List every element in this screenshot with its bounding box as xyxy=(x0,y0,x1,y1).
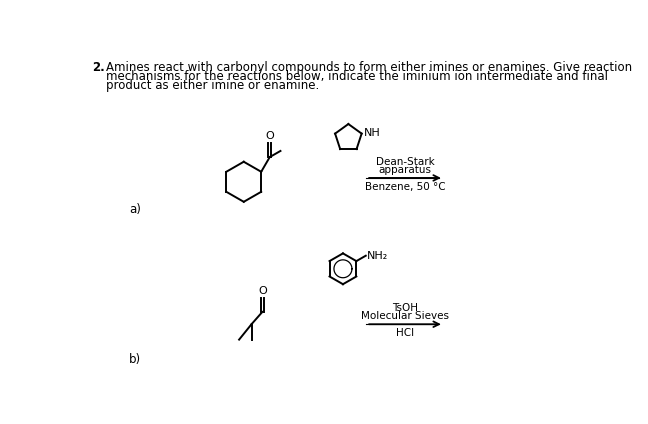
Text: Molecular Sieves: Molecular Sieves xyxy=(361,311,449,321)
Text: mechanisms for the reactions below, indicate the iminium ion intermediate and fi: mechanisms for the reactions below, indi… xyxy=(106,70,608,83)
Text: NH: NH xyxy=(364,128,381,138)
Text: b): b) xyxy=(129,354,141,366)
Text: O: O xyxy=(265,131,274,141)
Text: TsOH: TsOH xyxy=(392,304,418,313)
Text: a): a) xyxy=(129,204,141,216)
Text: apparatus: apparatus xyxy=(378,165,432,175)
Text: Dean-Stark: Dean-Stark xyxy=(376,157,434,167)
Text: product as either imine or enamine.: product as either imine or enamine. xyxy=(106,79,319,92)
Text: HCl: HCl xyxy=(396,328,414,338)
Text: Amines react with carbonyl compounds to form either imines or enamines. Give rea: Amines react with carbonyl compounds to … xyxy=(106,61,632,74)
Text: 2.: 2. xyxy=(92,61,104,74)
Text: O: O xyxy=(258,286,267,296)
Text: Benzene, 50 °C: Benzene, 50 °C xyxy=(365,182,445,192)
Text: NH₂: NH₂ xyxy=(367,251,389,261)
